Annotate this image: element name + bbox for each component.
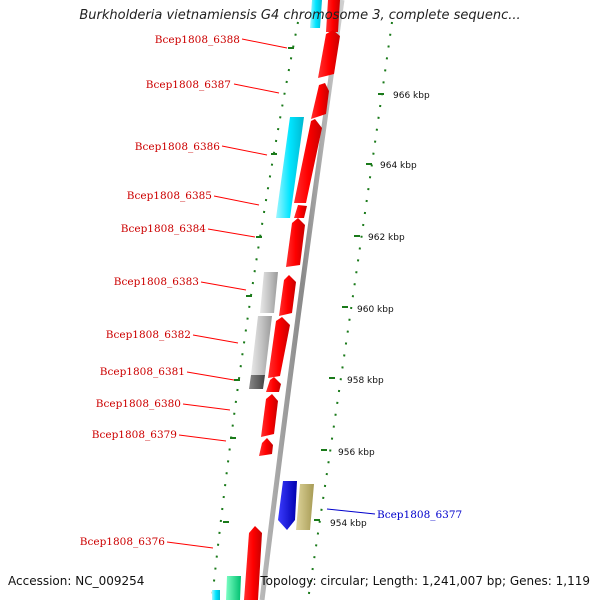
cds-arrow-6383 xyxy=(279,275,296,316)
cds-arrow-6386 xyxy=(294,119,322,203)
leader-6377 xyxy=(326,508,376,515)
leader-6383 xyxy=(200,281,247,291)
leader-6382 xyxy=(192,334,239,344)
cog-block-khaki-6377 xyxy=(296,484,314,530)
cog-block-green-bottom xyxy=(226,576,241,600)
leader-6384 xyxy=(207,228,256,238)
gene-label-6384[interactable]: Bcep1808_6384 xyxy=(121,223,207,235)
cog-block-cyan-6386 xyxy=(276,117,304,218)
cog-block-cyan-top xyxy=(310,0,322,28)
leader-6387 xyxy=(233,83,280,94)
leader-6379 xyxy=(178,434,227,442)
genome-backbone xyxy=(259,0,345,600)
gene-label-6379[interactable]: Bcep1808_6379 xyxy=(92,429,177,441)
leader-6386 xyxy=(221,145,268,156)
cog-block-darkgray-6381 xyxy=(249,375,265,389)
scale-label-962: 962 kbp xyxy=(368,233,405,243)
outer-dotted-ring xyxy=(307,21,393,600)
gene-label-6380[interactable]: Bcep1808_6380 xyxy=(96,398,181,410)
leader-6376 xyxy=(166,541,214,549)
gene-label-6385[interactable]: Bcep1808_6385 xyxy=(127,190,212,202)
cds-arrow-6381 xyxy=(266,377,281,392)
cds-arrow-6385 xyxy=(294,205,307,218)
cds-arrow-6376 xyxy=(244,526,262,600)
cds-track xyxy=(244,0,340,600)
cog-track xyxy=(212,0,322,600)
scale-label-960: 960 kbp xyxy=(357,305,394,315)
leader-6388 xyxy=(241,38,288,49)
gene-leader-lines xyxy=(166,38,288,549)
gene-label-6387[interactable]: Bcep1808_6387 xyxy=(146,79,231,91)
cog-block-gray-6382 xyxy=(251,316,272,375)
gene-label-6388[interactable]: Bcep1808_6388 xyxy=(155,34,240,46)
scale-label-966: 966 kbp xyxy=(393,91,430,101)
scale-label-956: 956 kbp xyxy=(338,448,375,458)
cds-arrow-6384 xyxy=(286,218,305,267)
cog-block-gray-6383 xyxy=(260,272,278,313)
cds-arrow-6379 xyxy=(259,438,273,456)
scale-label-964: 964 kbp xyxy=(380,161,417,171)
topology-text: Topology: circular; Length: 1,241,007 bp… xyxy=(260,574,590,588)
gene-label-6382[interactable]: Bcep1808_6382 xyxy=(106,329,191,341)
cds-arrow-6388 xyxy=(318,30,340,78)
scale-ticks xyxy=(223,47,384,523)
gene-label-6377[interactable]: Bcep1808_6377 xyxy=(377,509,462,521)
leader-6381 xyxy=(186,371,235,381)
leader-6380 xyxy=(182,403,231,411)
gene-label-6376[interactable]: Bcep1808_6376 xyxy=(80,536,166,548)
map-title: Burkholderia vietnamiensis G4 chromosome… xyxy=(79,8,521,23)
cds-arrow-top-partial xyxy=(326,0,340,32)
cds-arrow-6382 xyxy=(268,317,290,378)
cog-block-cyan-bottom-edge xyxy=(212,590,220,600)
cds-arrow-6380 xyxy=(261,394,278,437)
scale-label-958: 958 kbp xyxy=(347,376,384,386)
gene-label-6381[interactable]: Bcep1808_6381 xyxy=(100,366,185,378)
leader-6385 xyxy=(213,195,260,206)
gene-label-6383[interactable]: Bcep1808_6383 xyxy=(114,276,199,288)
scale-label-954: 954 kbp xyxy=(330,519,367,529)
accession-text: Accession: NC_009254 xyxy=(8,574,145,588)
gene-label-6386[interactable]: Bcep1808_6386 xyxy=(135,141,221,153)
cds-arrow-6377 xyxy=(278,481,297,530)
cds-arrow-6387 xyxy=(311,83,329,119)
